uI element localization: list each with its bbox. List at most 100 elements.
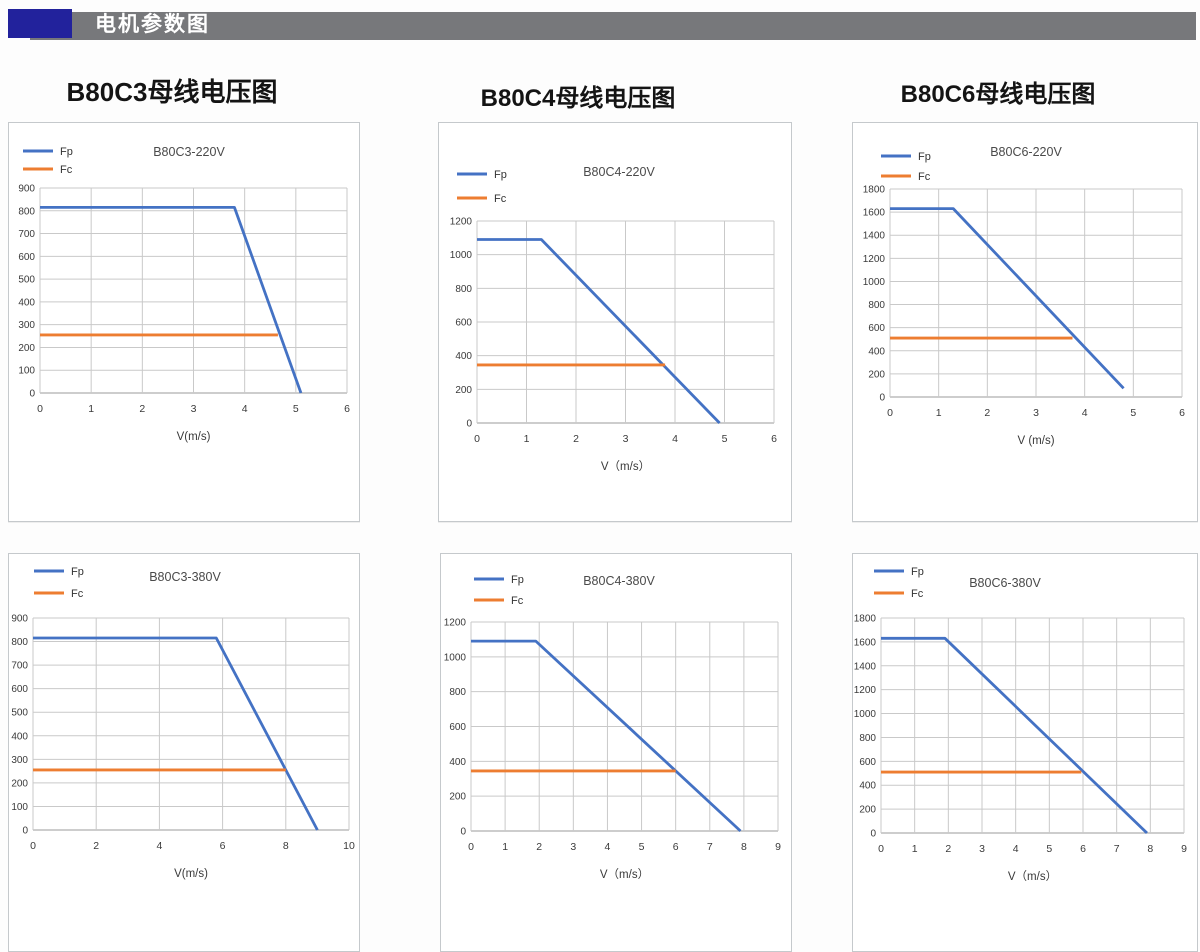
svg-text:0: 0 <box>466 419 472 430</box>
gridlines <box>39 187 348 394</box>
svg-text:5: 5 <box>293 403 299 415</box>
svg-text:0: 0 <box>870 829 876 840</box>
legend-label: Fc <box>911 588 924 600</box>
legend-label: Fc <box>60 164 73 176</box>
svg-text:6: 6 <box>1179 407 1185 419</box>
chart-panel-B80C4-220V: 0 200 400 600 800 1000 1200 0 1 2 3 4 5 6 V（m/s） B80C4-… <box>438 122 792 522</box>
svg-text:5: 5 <box>722 433 728 445</box>
chart-svg: 0 200 400 600 800 1000 1200 0 1 2 3 4 5 6 V（m/s） B80C4-… <box>450 165 777 473</box>
x-axis-tick-labels: 0 1 2 3 4 5 6 <box>474 433 777 445</box>
y-axis-tick-labels: 0 200 400 600 800 1000 1200 1400 1600 1800 <box>854 614 877 840</box>
svg-text:600: 600 <box>455 318 472 329</box>
fp-series-line <box>890 207 1125 390</box>
legend-item-fp: Fp <box>874 566 924 578</box>
svg-text:2: 2 <box>945 843 951 855</box>
svg-text:3: 3 <box>570 841 576 853</box>
svg-text:1: 1 <box>524 433 530 445</box>
svg-text:4: 4 <box>242 403 248 415</box>
svg-text:4: 4 <box>1082 407 1088 419</box>
svg-text:300: 300 <box>11 755 28 766</box>
svg-text:600: 600 <box>11 684 28 695</box>
legend-label: Fp <box>911 566 924 578</box>
svg-text:400: 400 <box>455 351 472 362</box>
svg-text:200: 200 <box>18 343 35 354</box>
fp-series-line <box>40 205 303 394</box>
svg-text:9: 9 <box>775 841 781 853</box>
svg-text:7: 7 <box>707 841 713 853</box>
svg-text:800: 800 <box>455 284 472 295</box>
chart-title: B80C3-220V <box>153 145 225 159</box>
svg-text:500: 500 <box>18 275 35 286</box>
chart-title: B80C4-380V <box>583 574 655 588</box>
gridlines <box>32 617 350 831</box>
legend-item-fc: Fc <box>881 171 931 183</box>
svg-text:1: 1 <box>502 841 508 853</box>
chart-panel-B80C3-380V: 0 100 200 300 400 500 600 700 800 900 0 2 4 6 8 10 V(m/s… <box>8 553 360 952</box>
svg-text:4: 4 <box>1013 843 1019 855</box>
svg-text:4: 4 <box>605 841 611 853</box>
svg-text:3: 3 <box>623 433 629 445</box>
svg-text:700: 700 <box>11 661 28 672</box>
svg-text:0: 0 <box>879 393 885 404</box>
svg-text:800: 800 <box>18 206 35 217</box>
svg-text:6: 6 <box>673 841 679 853</box>
svg-text:6: 6 <box>771 433 777 445</box>
legend-label: Fc <box>511 595 524 607</box>
svg-text:2: 2 <box>536 841 542 853</box>
column-heading-b80c4: B80C4母线电压图 <box>480 85 676 112</box>
svg-text:2: 2 <box>93 840 99 852</box>
svg-text:800: 800 <box>868 300 885 311</box>
svg-text:0: 0 <box>878 843 884 855</box>
svg-text:1800: 1800 <box>854 614 877 625</box>
y-axis-tick-labels: 0 100 200 300 400 500 600 700 800 900 <box>18 184 35 400</box>
fp-series-line <box>471 639 742 833</box>
legend-item-fc: Fc <box>34 588 84 600</box>
gridlines <box>889 188 1183 398</box>
x-axis-label: V（m/s） <box>601 460 650 473</box>
svg-text:400: 400 <box>859 781 876 792</box>
chart-title: B80C6-220V <box>990 145 1062 159</box>
svg-text:800: 800 <box>859 733 876 744</box>
x-axis-label: V（m/s） <box>600 868 649 881</box>
svg-text:200: 200 <box>859 805 876 816</box>
svg-text:8: 8 <box>283 840 289 852</box>
chart-panel-B80C6-380V: 0 200 400 600 800 1000 1200 1400 1600 1800 0 1 2 3 4 5 6… <box>852 553 1198 952</box>
svg-text:700: 700 <box>18 229 35 240</box>
chart-panel-B80C4-380V: 0 200 400 600 800 1000 1200 0 1 2 3 4 5 6 7 8 9 V（m/s） B80… <box>440 553 792 952</box>
svg-text:1400: 1400 <box>863 231 886 242</box>
x-axis-label: V(m/s) <box>177 431 211 443</box>
legend-label: Fp <box>918 151 931 163</box>
x-axis-tick-labels: 0 1 2 3 4 5 6 <box>887 407 1185 419</box>
legend-item-fc: Fc <box>474 595 524 607</box>
svg-text:1000: 1000 <box>444 652 467 663</box>
svg-text:600: 600 <box>859 757 876 768</box>
column-heading-b80c3: B80C3母线电压图 <box>66 77 278 107</box>
svg-text:800: 800 <box>11 637 28 648</box>
svg-text:1200: 1200 <box>450 217 473 228</box>
gridlines <box>476 220 775 424</box>
svg-text:600: 600 <box>18 252 35 263</box>
svg-text:0: 0 <box>22 826 28 837</box>
fp-series-line <box>881 636 1148 835</box>
header-bar <box>30 12 1196 40</box>
svg-text:5: 5 <box>1130 407 1136 419</box>
x-axis-label: V (m/s) <box>1017 435 1054 447</box>
legend-item-fp: Fp <box>23 146 73 158</box>
svg-text:200: 200 <box>868 369 885 380</box>
header-accent-block <box>8 9 72 38</box>
svg-text:2: 2 <box>573 433 579 445</box>
y-axis-tick-labels: 0 100 200 300 400 500 600 700 800 900 <box>11 614 28 837</box>
svg-text:900: 900 <box>18 184 35 195</box>
svg-text:1200: 1200 <box>863 254 886 265</box>
x-axis-tick-labels: 0 1 2 3 4 5 6 7 8 9 <box>468 841 781 853</box>
y-axis-tick-labels: 0 200 400 600 800 1000 1200 <box>444 618 467 838</box>
legend-label: Fc <box>71 588 84 600</box>
legend-item-fc: Fc <box>874 588 924 600</box>
chart-svg: 0 100 200 300 400 500 600 700 800 900 0 2 4 6 8 10 V(m/s… <box>11 566 355 880</box>
svg-text:300: 300 <box>18 320 35 331</box>
x-axis-tick-labels: 0 2 4 6 8 10 <box>30 840 355 852</box>
fp-series-line <box>477 238 721 424</box>
legend-label: Fc <box>494 193 507 205</box>
svg-text:8: 8 <box>741 841 747 853</box>
svg-text:3: 3 <box>191 403 197 415</box>
